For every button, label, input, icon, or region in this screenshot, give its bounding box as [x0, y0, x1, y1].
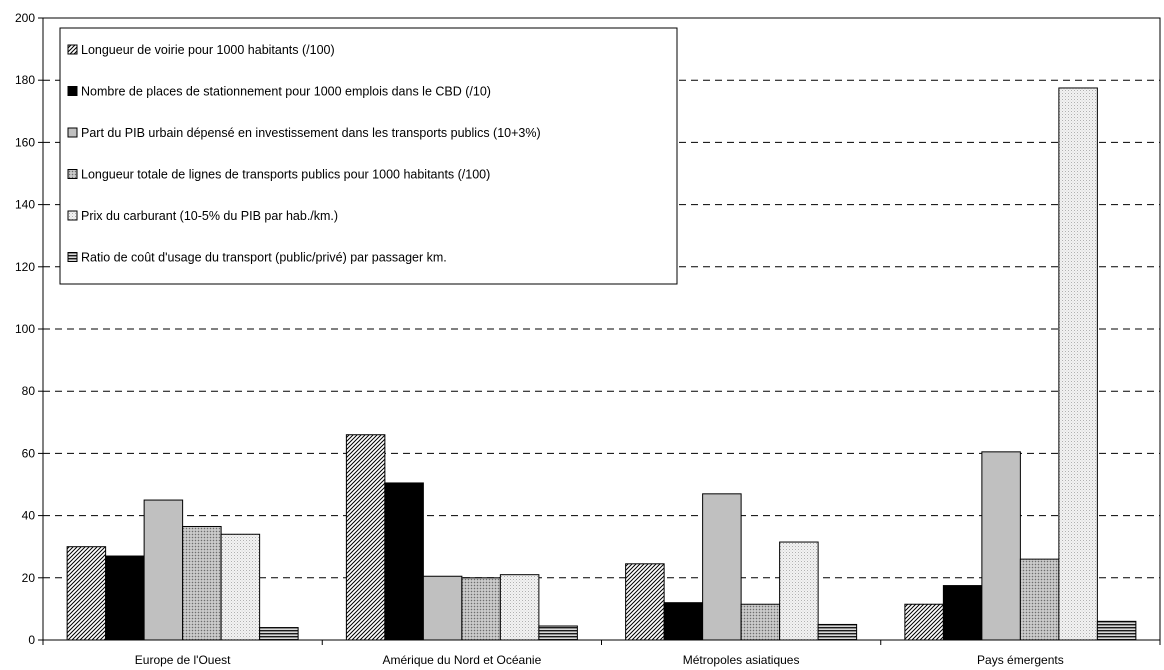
y-tick-label: 0 [28, 633, 35, 647]
bar [779, 541, 819, 641]
legend-swatch [67, 210, 78, 221]
y-tick-label: 40 [22, 509, 36, 523]
legend-box [59, 27, 678, 285]
legend-label: Prix du carburant (10-5% du PIB par hab.… [81, 209, 338, 223]
bars [66, 87, 1137, 641]
legend-swatch [67, 44, 78, 55]
bar [942, 585, 983, 641]
y-tick-label: 200 [15, 11, 35, 25]
legend-label: Longueur de voirie pour 1000 habitants (… [81, 43, 335, 57]
legend-swatch [67, 169, 78, 179]
x-tick-label: Métropoles asiatiques [683, 653, 800, 667]
legend: Longueur de voirie pour 1000 habitants (… [59, 27, 678, 285]
bar [345, 434, 386, 641]
bar [105, 555, 145, 641]
legend-label: Nombre de places de stationnement pour 1… [81, 85, 491, 99]
legend-swatch [67, 127, 78, 138]
bar [499, 574, 540, 641]
axes: 0 20 40 60 80 100 120 140 160 180 200 Europe de l'O… [15, 11, 1161, 667]
y-tick-label: 120 [15, 260, 35, 274]
bar [817, 623, 858, 641]
bar [981, 451, 1021, 641]
y-tick-label: 20 [22, 571, 36, 585]
y-tick-label: 100 [15, 322, 35, 336]
legend-swatch [67, 86, 78, 96]
bar [182, 525, 222, 641]
bar [702, 493, 742, 641]
x-tick-label: Pays émergents [977, 653, 1064, 667]
bar [538, 625, 578, 641]
bar [384, 482, 424, 641]
bar [1096, 620, 1137, 641]
bar [625, 563, 665, 641]
y-tick-label: 180 [15, 73, 35, 87]
bar [259, 627, 299, 641]
bar [422, 575, 463, 641]
bar [1058, 87, 1098, 641]
legend-label: Longueur totale de lignes de transports … [81, 168, 490, 182]
legend-swatch [67, 252, 78, 262]
bar [220, 533, 261, 641]
legend-label: Part du PIB urbain dépensé en investisse… [81, 126, 541, 140]
bar [904, 603, 944, 641]
y-tick-label: 60 [22, 446, 36, 460]
bar [740, 603, 781, 641]
bar [66, 546, 107, 641]
y-tick-label: 160 [15, 135, 35, 149]
x-tick-label: Amérique du Nord et Océanie [382, 653, 541, 667]
y-tick-label: 140 [15, 198, 35, 212]
x-tick-label: Europe de l'Ouest [135, 653, 231, 667]
y-tick-label: 80 [22, 384, 36, 398]
bar [461, 577, 501, 641]
bar [1019, 558, 1060, 641]
bar [663, 602, 704, 641]
bar [143, 499, 184, 641]
legend-label: Ratio de coût d'usage du transport (publ… [81, 251, 447, 265]
